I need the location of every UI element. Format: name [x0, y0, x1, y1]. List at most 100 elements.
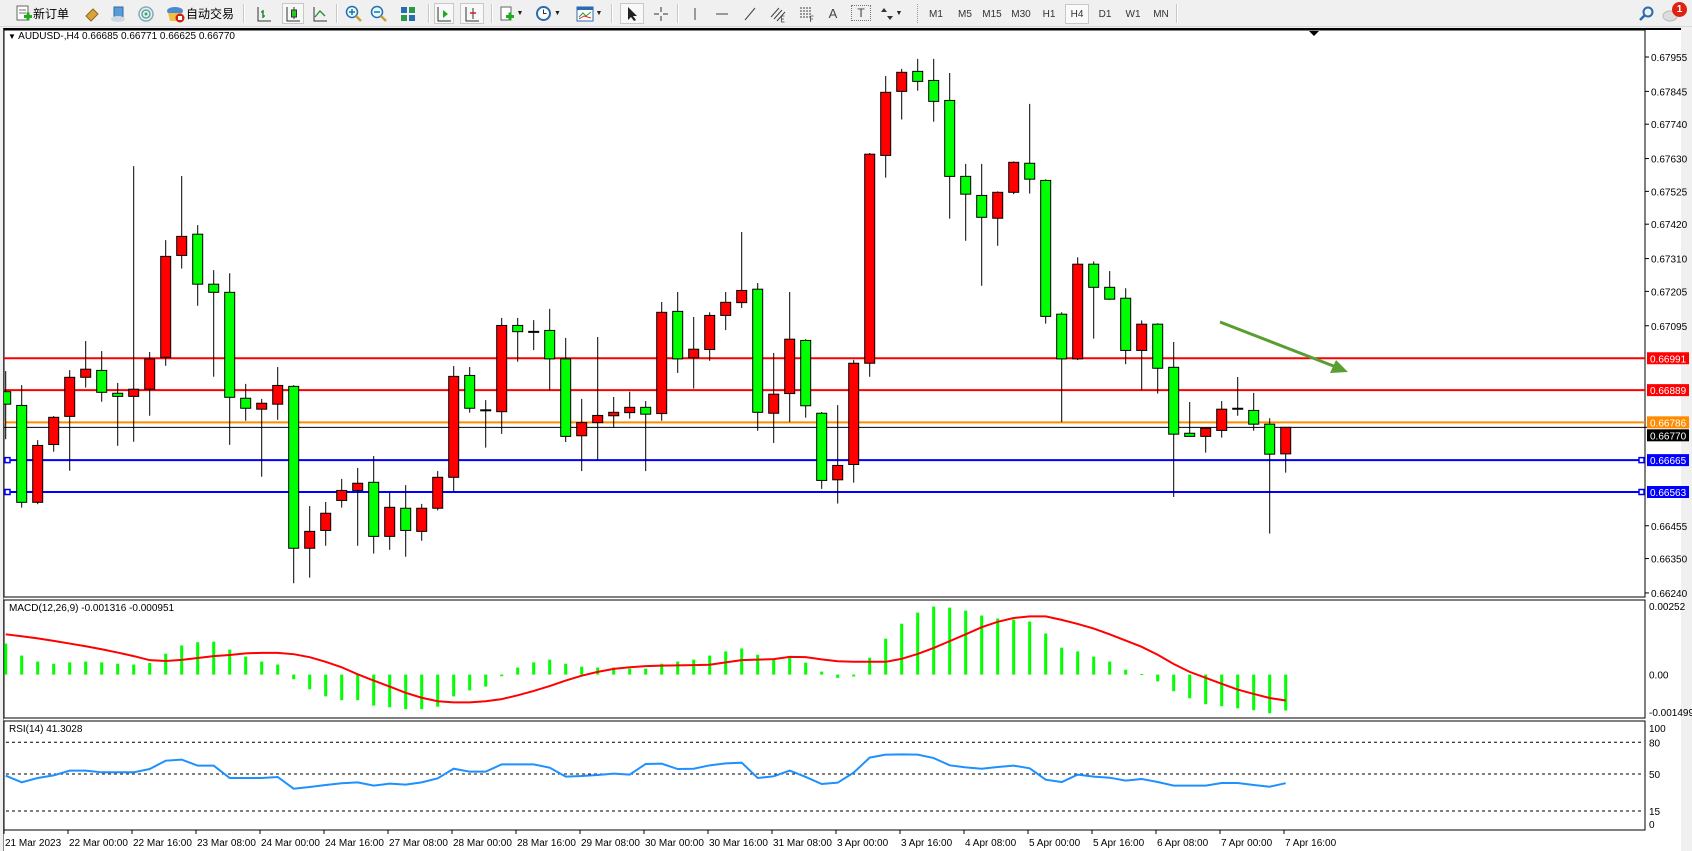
- macd-histogram-bar: [372, 674, 376, 706]
- bull-candle-body: [80, 368, 92, 378]
- timeframe-m30-button[interactable]: M30: [1011, 8, 1031, 20]
- indicators-dropdown[interactable]: ▼: [496, 3, 526, 24]
- autoscroll-icon[interactable]: [434, 3, 454, 24]
- time-axis-label: 24 Mar 16:00: [325, 838, 384, 849]
- macd-histogram-bar: [116, 663, 120, 675]
- line-handle-left[interactable]: [4, 488, 11, 496]
- line-handle-right[interactable]: [1638, 456, 1645, 464]
- price-axis-label: 0.66455: [1651, 522, 1688, 533]
- macd-histogram-bar: [132, 664, 136, 675]
- new-order-icon: [16, 5, 32, 20]
- macd-histogram-bar: [1092, 656, 1096, 675]
- time-axis-label: 3 Apr 16:00: [901, 838, 953, 849]
- macd-histogram-bar: [52, 663, 56, 675]
- auto-trading-button[interactable]: 自动交易: [162, 3, 238, 24]
- chart-shift-marker-icon[interactable]: [1309, 31, 1319, 36]
- horizontal-line-icon[interactable]: [712, 3, 732, 24]
- timeframe-h1-button[interactable]: H1: [1042, 8, 1056, 20]
- timeframe-mn-button[interactable]: MN: [1153, 8, 1169, 20]
- new-order-button[interactable]: 新订单: [10, 3, 74, 24]
- candlestick-icon[interactable]: [282, 3, 304, 24]
- macd-histogram-bar: [1012, 619, 1016, 675]
- bull-candle-body: [1008, 161, 1020, 193]
- line-handle-right[interactable]: [1638, 488, 1645, 496]
- cursor-icon[interactable]: [620, 3, 644, 24]
- candle: [464, 367, 476, 413]
- chevron-down-icon: ▼: [595, 10, 603, 17]
- candle: [1136, 320, 1148, 391]
- zoom-in-icon[interactable]: [344, 3, 364, 24]
- templates-dropdown[interactable]: ▼: [573, 3, 605, 24]
- vertical-line-icon[interactable]: [686, 3, 704, 24]
- rsi-label: RSI(14) 41.3028: [9, 724, 83, 735]
- gold-bar-icon[interactable]: [82, 3, 102, 24]
- price-axis-label: 0.67740: [1651, 120, 1688, 131]
- candle: [784, 292, 796, 422]
- search-icon[interactable]: [1636, 3, 1656, 24]
- crosshair-icon[interactable]: [651, 3, 671, 24]
- candle: [80, 341, 92, 388]
- zoom-out-icon[interactable]: [369, 3, 389, 24]
- bull-candle-body: [624, 406, 636, 414]
- macd-histogram-bar: [500, 674, 504, 677]
- candle: [352, 467, 364, 546]
- timeframe-m5-button[interactable]: M5: [958, 8, 972, 20]
- line-handle-left[interactable]: [4, 456, 11, 464]
- trend-arrow-line[interactable]: [1219, 320, 1337, 369]
- candle: [592, 337, 604, 461]
- history-center-icon[interactable]: [108, 3, 128, 24]
- fibonacci-icon[interactable]: [797, 3, 817, 24]
- macd-histogram-bar: [244, 656, 248, 675]
- text-tool-button[interactable]: A: [828, 6, 838, 21]
- candle: [816, 412, 828, 489]
- rsi-panel[interactable]: [3, 720, 1646, 831]
- chart-shift-icon[interactable]: [460, 3, 484, 24]
- price-axis-label: 0.66240: [1651, 589, 1688, 600]
- time-axis-label: 3 Apr 00:00: [837, 838, 889, 849]
- separator: [243, 4, 245, 23]
- macd-axis-label: 0.00252: [1649, 602, 1686, 613]
- timeframe-m1-button[interactable]: M1: [929, 8, 943, 20]
- toolbar: 新订单 自动交易 ▼ ▼ ▼ A T ▼ M1 M5 M15 M30 H1 H4 D1 W1 M…: [0, 0, 1692, 27]
- bull-candle-body: [768, 393, 780, 414]
- signals-icon[interactable]: [136, 3, 156, 24]
- trendline-icon[interactable]: [740, 3, 760, 24]
- timeframe-h4-button[interactable]: H4: [1065, 4, 1089, 24]
- price-panel[interactable]: [3, 29, 1646, 598]
- toolbar-grip[interactable]: [917, 4, 920, 23]
- candle: [48, 416, 60, 452]
- bear-candle-body: [816, 412, 828, 481]
- time-axis-label: 5 Apr 00:00: [1029, 838, 1081, 849]
- line-chart-icon[interactable]: [310, 3, 330, 24]
- bull-candle-body: [656, 311, 668, 415]
- bear-candle-body: [480, 409, 492, 412]
- rsi-axis-label: 100: [1649, 724, 1666, 735]
- collapse-triangle-icon[interactable]: ▼: [8, 32, 16, 41]
- price-axis-label: 0.67845: [1651, 87, 1688, 98]
- macd-histogram-bar: [980, 615, 984, 675]
- bid-price-box: [1647, 429, 1689, 442]
- candle: [96, 351, 108, 402]
- bear-candle-body: [1264, 423, 1276, 455]
- bear-candle-body: [192, 233, 204, 285]
- timeframe-d1-button[interactable]: D1: [1098, 8, 1112, 20]
- time-axis-label: 29 Mar 08:00: [581, 838, 640, 849]
- equidistant-channel-icon[interactable]: [768, 3, 788, 24]
- macd-histogram-bar: [868, 657, 872, 675]
- auto-trading-stopped-icon: [166, 6, 185, 22]
- arrows-icon: [880, 7, 893, 20]
- macd-histogram-bar: [1156, 674, 1160, 682]
- bear-candle-body: [1152, 323, 1164, 369]
- timeframe-w1-button[interactable]: W1: [1125, 8, 1141, 20]
- timeframe-m15-button[interactable]: M15: [982, 8, 1002, 20]
- arrows-dropdown[interactable]: ▼: [878, 3, 904, 24]
- tile-windows-icon[interactable]: [398, 3, 418, 24]
- candle: [480, 400, 492, 448]
- periods-dropdown[interactable]: ▼: [533, 3, 563, 24]
- candle: [672, 292, 684, 373]
- text-label-tool-button[interactable]: T: [851, 5, 871, 21]
- bull-candle-body: [704, 314, 716, 350]
- bar-chart-icon[interactable]: [254, 3, 274, 24]
- macd-histogram-bar: [36, 661, 40, 675]
